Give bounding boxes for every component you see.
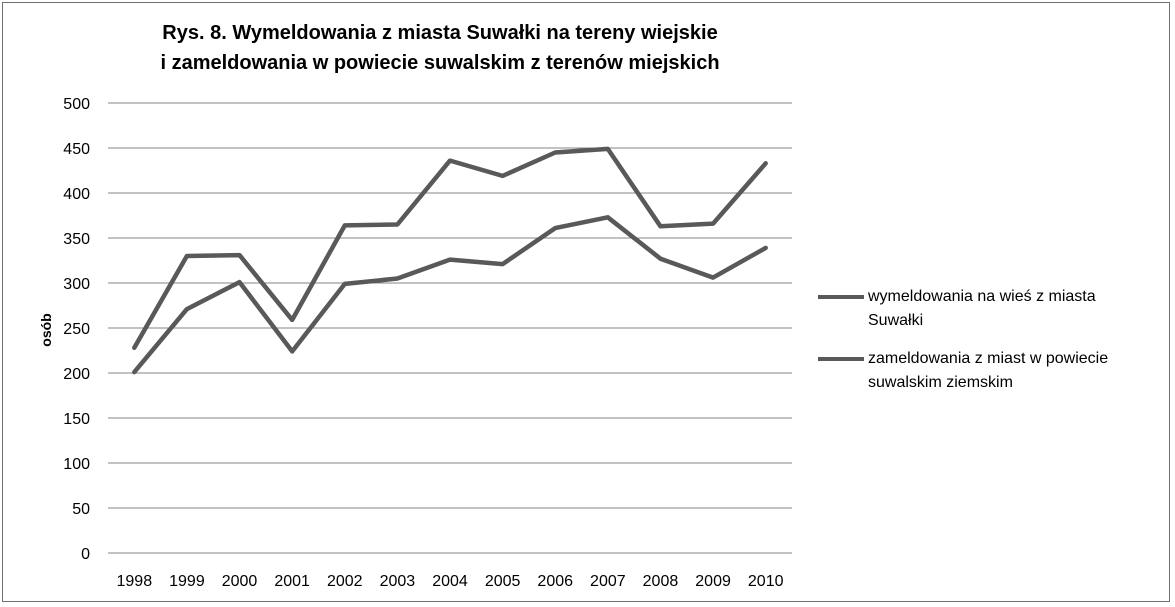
series-1-point-2000 <box>238 253 242 257</box>
y-tick-label-150: 150 <box>63 411 90 428</box>
y-tick-label-100: 100 <box>63 456 90 473</box>
y-tick-label-350: 350 <box>63 231 90 248</box>
series-1-point-2010 <box>764 161 768 165</box>
series-line-1 <box>132 146 768 351</box>
series-2-point-2002 <box>343 282 347 286</box>
y-tick-label-300: 300 <box>63 276 90 293</box>
y-tick-label-400: 400 <box>63 186 90 203</box>
legend-swatch-series-2 <box>818 357 864 361</box>
series-2-point-2007 <box>606 215 610 219</box>
series-1-point-2007 <box>606 147 610 151</box>
legend-swatch-series-1 <box>818 295 864 299</box>
x-tick-label-2010: 2010 <box>748 573 784 590</box>
chart-legend: wymeldowania na wieś z miasta Suwałki za… <box>818 285 1168 409</box>
series-line-2 <box>132 215 768 375</box>
x-tick-label-2004: 2004 <box>432 573 468 590</box>
series-2-point-2003 <box>395 277 399 280</box>
x-tick-label-2009: 2009 <box>695 573 731 590</box>
series-2-point-1999 <box>185 307 189 311</box>
x-tick-label-2005: 2005 <box>485 573 521 590</box>
legend-item-series-1: wymeldowania na wieś z miasta Suwałki <box>818 285 1168 333</box>
series-2-point-2010 <box>764 246 768 250</box>
series-2-point-2001 <box>290 349 294 353</box>
legend-label-series-1: wymeldowania na wieś z miasta Suwałki <box>868 285 1096 333</box>
series-1-point-1999 <box>185 254 189 258</box>
series-1-point-1998 <box>132 346 136 350</box>
legend-item-series-2: zameldowania z miast w powiecie suwalski… <box>818 347 1168 395</box>
series-2-point-2009 <box>711 276 715 280</box>
series-1-point-2003 <box>395 223 399 226</box>
series-2-point-2006 <box>553 226 557 230</box>
series-1-point-2009 <box>711 222 715 226</box>
series-1-point-2008 <box>658 224 662 228</box>
series-1-point-2002 <box>343 223 347 227</box>
x-tick-label-1998: 1998 <box>117 573 153 590</box>
series-2-point-2008 <box>658 257 662 261</box>
series-2-point-2004 <box>448 258 452 262</box>
legend-label-series-2: zameldowania z miast w powiecie suwalski… <box>868 347 1108 395</box>
x-tick-label-2003: 2003 <box>380 573 416 590</box>
x-tick-label-2008: 2008 <box>643 573 679 590</box>
series-2-point-2005 <box>501 262 505 266</box>
legend-label-series-2-line-2: suwalskim ziemskim <box>868 374 1013 391</box>
x-tick-label-2001: 2001 <box>274 573 310 590</box>
series-1-point-2005 <box>501 174 505 178</box>
y-tick-label-50: 50 <box>72 501 90 518</box>
series-1-point-2006 <box>553 151 557 154</box>
x-tick-label-1999: 1999 <box>169 573 205 590</box>
chart-title-line-1: Rys. 8. Wymeldowania z miasta Suwałki na… <box>162 22 718 44</box>
series-1-point-2001 <box>290 318 294 322</box>
legend-label-series-2-line-1: zameldowania z miast w powiecie <box>868 350 1109 367</box>
legend-label-series-1-line-1: wymeldowania na wieś z miasta <box>868 288 1096 305</box>
x-tick-label-2000: 2000 <box>222 573 258 590</box>
chart-title-line-2: i zameldowania w powiecie suwalskim z te… <box>160 52 720 74</box>
y-tick-label-0: 0 <box>81 546 90 563</box>
x-tick-label-2006: 2006 <box>537 573 573 590</box>
chart-title: Rys. 8. Wymeldowania z miasta Suwałki na… <box>0 18 880 78</box>
series-1-point-2004 <box>448 159 452 163</box>
series-2-point-1998 <box>132 370 136 374</box>
y-tick-label-500: 500 <box>63 96 90 113</box>
x-tick-label-2007: 2007 <box>590 573 626 590</box>
y-tick-label-200: 200 <box>63 366 90 383</box>
legend-label-series-1-line-2: Suwałki <box>868 312 924 329</box>
series-2-point-2000 <box>238 280 242 284</box>
y-tick-label-450: 450 <box>63 141 90 158</box>
y-tick-label-250: 250 <box>63 321 90 338</box>
x-tick-label-2002: 2002 <box>327 573 363 590</box>
